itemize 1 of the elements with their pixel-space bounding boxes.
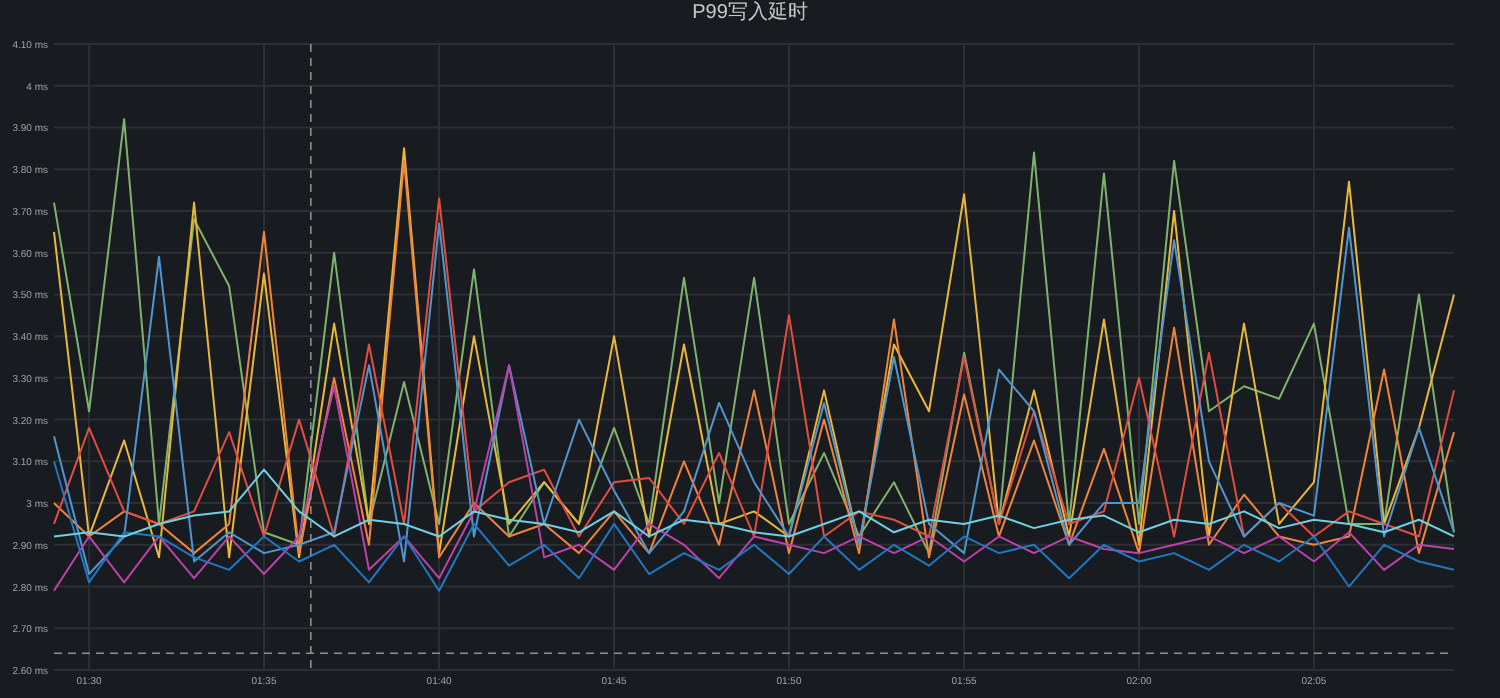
title: P99写入延时 — [692, 2, 808, 24]
